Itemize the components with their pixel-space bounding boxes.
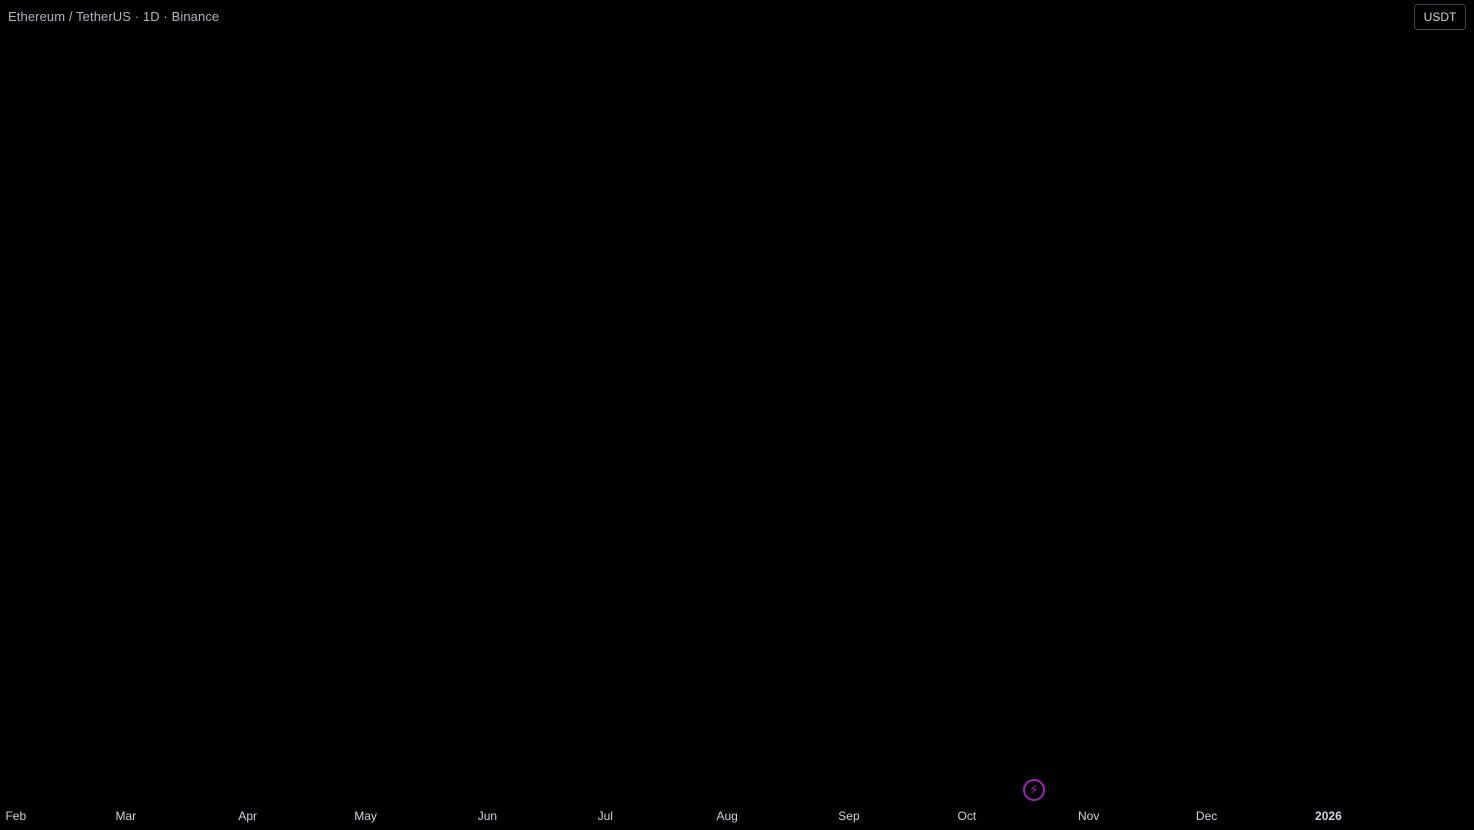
time-axis-tick: 2026 (1315, 809, 1342, 823)
time-axis-tick: Aug (716, 809, 737, 823)
time-axis[interactable]: Feb Mar Apr May Jun Jul Aug Sep Oct Nov Dec 2026 (5, 809, 1342, 823)
time-axis-tick: Sep (838, 809, 860, 823)
time-axis-tick: Mar (115, 809, 136, 823)
time-axis-tick: Oct (958, 809, 977, 823)
time-axis-tick: May (354, 809, 377, 823)
time-axis-tick: Jul (598, 809, 613, 823)
symbol-title[interactable]: Ethereum / TetherUS · 1D · Binance (8, 9, 220, 24)
time-axis-tick: Feb (5, 809, 26, 823)
time-axis-tick: Apr (238, 809, 257, 823)
time-axis-tick: Jun (478, 809, 497, 823)
lightning-icon[interactable]: ⚡︎ (1023, 779, 1045, 801)
time-axis-tick: Dec (1196, 809, 1217, 823)
currency-button[interactable]: USDT (1414, 4, 1466, 30)
time-axis-tick: Nov (1078, 809, 1099, 823)
